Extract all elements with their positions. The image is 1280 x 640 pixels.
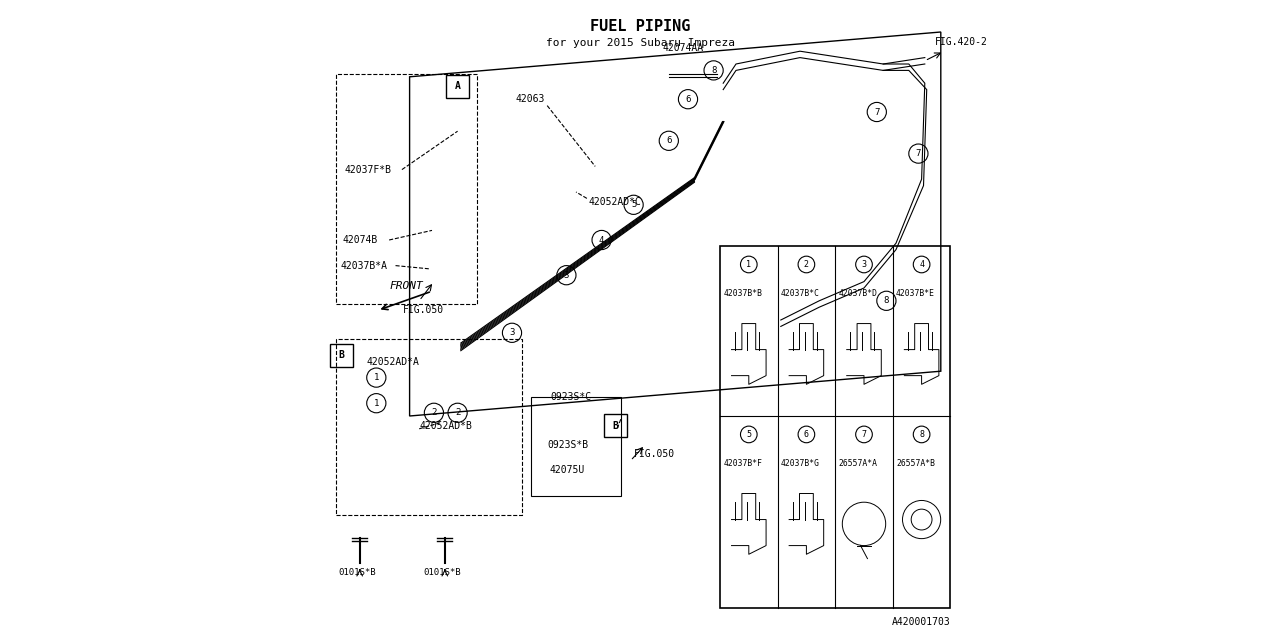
Text: B: B bbox=[338, 350, 344, 360]
Text: 42037B*G: 42037B*G bbox=[781, 459, 819, 468]
Bar bbox=[604, 414, 627, 437]
Text: 42037B*C: 42037B*C bbox=[781, 289, 819, 298]
Bar bbox=[335, 339, 522, 515]
Text: 42037B*B: 42037B*B bbox=[723, 289, 762, 298]
Text: FIG.420-2: FIG.420-2 bbox=[934, 36, 987, 47]
Text: 42075U: 42075U bbox=[549, 465, 585, 476]
Text: 26557A*A: 26557A*A bbox=[838, 459, 877, 468]
Text: 1: 1 bbox=[374, 373, 379, 382]
Text: 42037B*D: 42037B*D bbox=[838, 289, 877, 298]
Text: 6: 6 bbox=[685, 95, 691, 104]
Text: 7: 7 bbox=[915, 149, 922, 158]
Bar bbox=[330, 344, 353, 367]
Text: 5: 5 bbox=[746, 430, 751, 439]
Text: 7: 7 bbox=[861, 430, 867, 439]
Text: 42037B*E: 42037B*E bbox=[896, 289, 934, 298]
Text: 0101S*B: 0101S*B bbox=[338, 568, 375, 577]
Text: 42037B*F: 42037B*F bbox=[723, 459, 762, 468]
Text: 42052AD*B: 42052AD*B bbox=[420, 420, 472, 431]
Text: FIG.050: FIG.050 bbox=[403, 305, 444, 316]
Text: 0923S*C: 0923S*C bbox=[550, 392, 591, 402]
Text: 4: 4 bbox=[599, 236, 604, 244]
Text: 42037F*B: 42037F*B bbox=[344, 164, 392, 175]
Text: 7: 7 bbox=[874, 108, 879, 116]
Text: 42074AA: 42074AA bbox=[663, 43, 704, 53]
Bar bbox=[719, 246, 950, 608]
Text: 8: 8 bbox=[710, 66, 717, 75]
Text: 2: 2 bbox=[431, 408, 436, 417]
Text: 3: 3 bbox=[861, 260, 867, 269]
Bar bbox=[531, 397, 621, 496]
Text: A: A bbox=[454, 81, 461, 92]
Text: 42074B: 42074B bbox=[343, 235, 378, 245]
Text: 42052AD*C: 42052AD*C bbox=[589, 196, 641, 207]
Text: 2: 2 bbox=[454, 408, 461, 417]
Text: 2: 2 bbox=[804, 260, 809, 269]
Bar bbox=[447, 75, 470, 98]
Text: 0923S*B: 0923S*B bbox=[548, 440, 589, 450]
Text: 6: 6 bbox=[804, 430, 809, 439]
Text: for your 2015 Subaru Impreza: for your 2015 Subaru Impreza bbox=[545, 38, 735, 49]
Text: A420001703: A420001703 bbox=[892, 617, 950, 627]
Text: FRONT: FRONT bbox=[389, 281, 424, 291]
Text: 5: 5 bbox=[631, 200, 636, 209]
Text: 6: 6 bbox=[666, 136, 672, 145]
Text: 8: 8 bbox=[919, 430, 924, 439]
Text: 1: 1 bbox=[374, 399, 379, 408]
Text: 8: 8 bbox=[883, 296, 890, 305]
Text: 42037B*A: 42037B*A bbox=[340, 260, 388, 271]
Text: FIG.050: FIG.050 bbox=[634, 449, 675, 460]
Text: 4: 4 bbox=[919, 260, 924, 269]
Bar bbox=[335, 74, 477, 304]
Text: 42063: 42063 bbox=[516, 94, 544, 104]
Text: 1: 1 bbox=[746, 260, 751, 269]
Text: B: B bbox=[613, 420, 618, 431]
Text: 3: 3 bbox=[563, 271, 570, 280]
Text: 0101S*B: 0101S*B bbox=[424, 568, 461, 577]
Text: FUEL PIPING: FUEL PIPING bbox=[590, 19, 690, 34]
Text: 3: 3 bbox=[509, 328, 515, 337]
Text: 26557A*B: 26557A*B bbox=[896, 459, 934, 468]
Text: 42052AD*A: 42052AD*A bbox=[366, 356, 419, 367]
